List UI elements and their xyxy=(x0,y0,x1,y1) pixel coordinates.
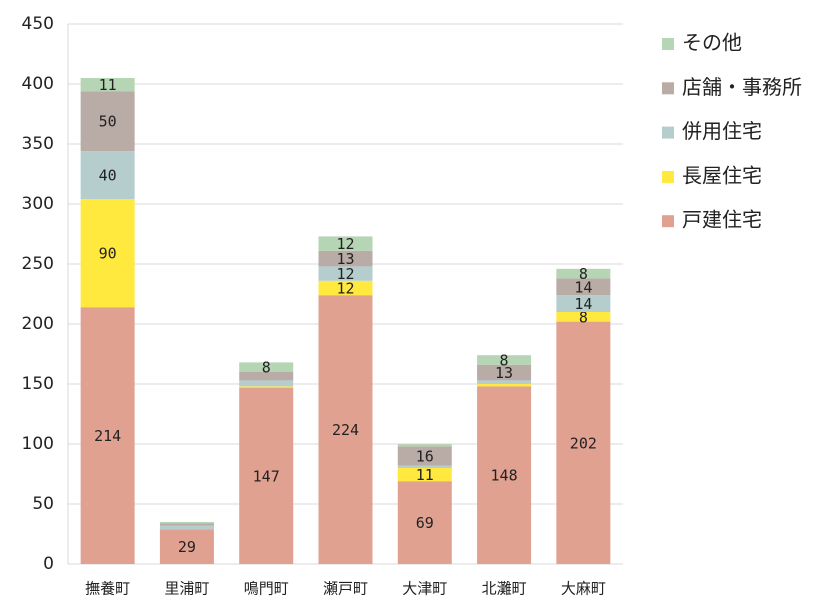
data-label: 214 xyxy=(94,427,121,445)
bar-segment xyxy=(397,468,452,482)
y-tick-label: 300 xyxy=(22,194,54,214)
bar-segment xyxy=(556,295,611,312)
bar-segment xyxy=(318,236,373,251)
data-label: 16 xyxy=(416,448,434,466)
bar-segment xyxy=(80,307,135,564)
bar-segment xyxy=(318,266,373,281)
data-label: 8 xyxy=(579,308,588,326)
legend-swatch xyxy=(662,126,674,139)
bar-segment xyxy=(318,295,373,564)
y-tick-label: 250 xyxy=(22,254,54,274)
data-label: 148 xyxy=(491,467,518,485)
legend-swatch xyxy=(662,215,674,228)
y-tick-label: 0 xyxy=(43,554,54,574)
y-tick-label: 150 xyxy=(22,374,54,394)
data-label: 50 xyxy=(99,113,117,131)
x-tick-label: 瀬戸町 xyxy=(323,580,368,598)
data-label: 14 xyxy=(574,295,592,313)
bar-segment xyxy=(239,362,294,372)
bar-segment xyxy=(397,481,452,564)
bar-segment xyxy=(397,444,452,447)
data-label: 13 xyxy=(336,250,354,268)
legend-label: その他 xyxy=(682,31,742,55)
data-label: 202 xyxy=(570,434,597,452)
x-tick-label: 撫養町 xyxy=(85,580,130,598)
data-label: 13 xyxy=(495,364,513,382)
y-tick-label: 100 xyxy=(22,434,54,454)
legend-swatch xyxy=(662,38,674,50)
bar-segment xyxy=(477,364,532,381)
bar-segment xyxy=(239,387,294,564)
y-tick-label: 400 xyxy=(22,74,54,94)
x-tick-label: 鳴門町 xyxy=(244,580,289,598)
bar-segment xyxy=(477,380,532,384)
bar-segment xyxy=(556,278,611,296)
bar-segment xyxy=(80,78,135,92)
bar-segment xyxy=(556,312,611,322)
data-label: 12 xyxy=(336,235,354,253)
y-tick-label: 350 xyxy=(22,134,54,154)
y-tick-label: 450 xyxy=(22,14,54,34)
data-label: 90 xyxy=(99,245,117,263)
data-label: 8 xyxy=(262,359,271,377)
bar-segment xyxy=(80,199,135,308)
data-label: 29 xyxy=(178,538,196,556)
legend-label: 併用住宅 xyxy=(682,119,762,143)
legend-label: 店舗・事務所 xyxy=(682,75,802,99)
bar-segment xyxy=(556,268,611,279)
data-label: 69 xyxy=(416,514,434,532)
data-label: 12 xyxy=(336,280,354,298)
data-label: 8 xyxy=(579,265,588,283)
data-label: 8 xyxy=(500,352,509,370)
data-label: 14 xyxy=(574,278,592,296)
x-tick-label: 大麻町 xyxy=(561,580,606,598)
bar-segment xyxy=(397,446,452,466)
bar-segment xyxy=(397,465,452,468)
y-tick-label: 200 xyxy=(22,314,54,334)
bar-segment xyxy=(239,380,294,387)
x-tick-label: 大津町 xyxy=(402,580,447,598)
legend-label: 長屋住宅 xyxy=(682,163,762,187)
bar-segment xyxy=(80,151,135,200)
data-label: 11 xyxy=(416,466,434,484)
legend-label: 戸建住宅 xyxy=(682,208,762,232)
bar-segment xyxy=(239,386,294,388)
data-label: 40 xyxy=(99,167,117,185)
bar-segment xyxy=(477,386,532,564)
bar-segment xyxy=(159,523,214,526)
bar-segment xyxy=(159,522,214,524)
x-tick-label: 里浦町 xyxy=(164,580,209,598)
bar-segment xyxy=(318,280,373,296)
bar-segment xyxy=(159,525,214,530)
data-label: 147 xyxy=(253,467,280,485)
data-label: 12 xyxy=(336,265,354,283)
bar-segment xyxy=(477,384,532,387)
legend-swatch xyxy=(662,82,674,95)
x-tick-label: 北灘町 xyxy=(482,580,527,598)
y-tick-label: 50 xyxy=(32,494,54,514)
data-label: 224 xyxy=(332,421,359,439)
bar-segment xyxy=(477,355,532,365)
bar-segment xyxy=(556,321,611,564)
bar-segment xyxy=(239,372,294,381)
bar-segment xyxy=(159,529,214,564)
data-label: 11 xyxy=(99,76,117,94)
bar-segment xyxy=(318,250,373,267)
legend-swatch xyxy=(662,170,674,183)
bar-segment xyxy=(80,91,135,152)
